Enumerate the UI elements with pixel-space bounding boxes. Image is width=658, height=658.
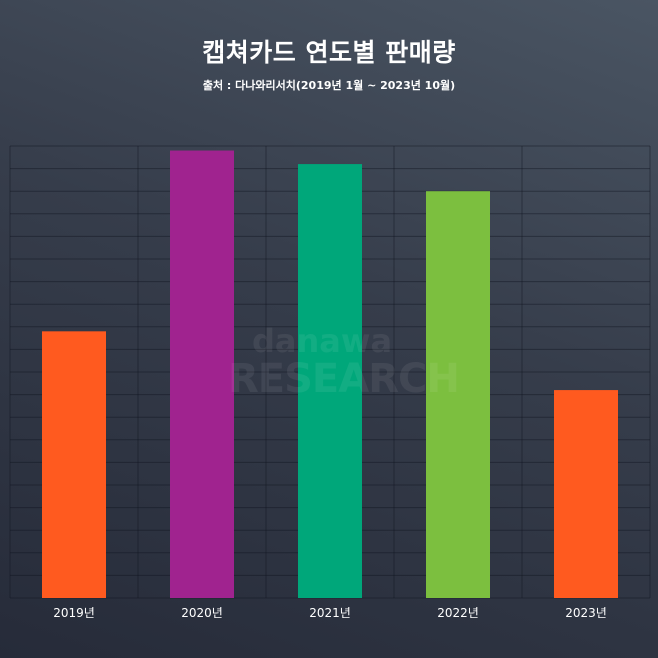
bar-2 [170,150,234,598]
x-tick-label: 2021년 [309,606,351,620]
chart-subtitle: 출처 : 다나와리서치(2019년 1월 ~ 2023년 10월) [202,79,456,92]
bar-4 [426,191,490,598]
x-tick-labels: 2019년 2020년 2021년 2022년 2023년 [53,606,607,620]
bars [42,150,618,598]
x-tick-label: 2020년 [181,606,223,620]
x-tick-label: 2019년 [53,606,95,620]
x-tick-label: 2022년 [437,606,479,620]
chart-title: 캡쳐카드 연도별 판매량 [202,38,456,67]
bar-5 [554,390,618,598]
bar-1 [42,331,106,598]
x-tick-label: 2023년 [565,606,607,620]
bar-3 [298,164,362,598]
